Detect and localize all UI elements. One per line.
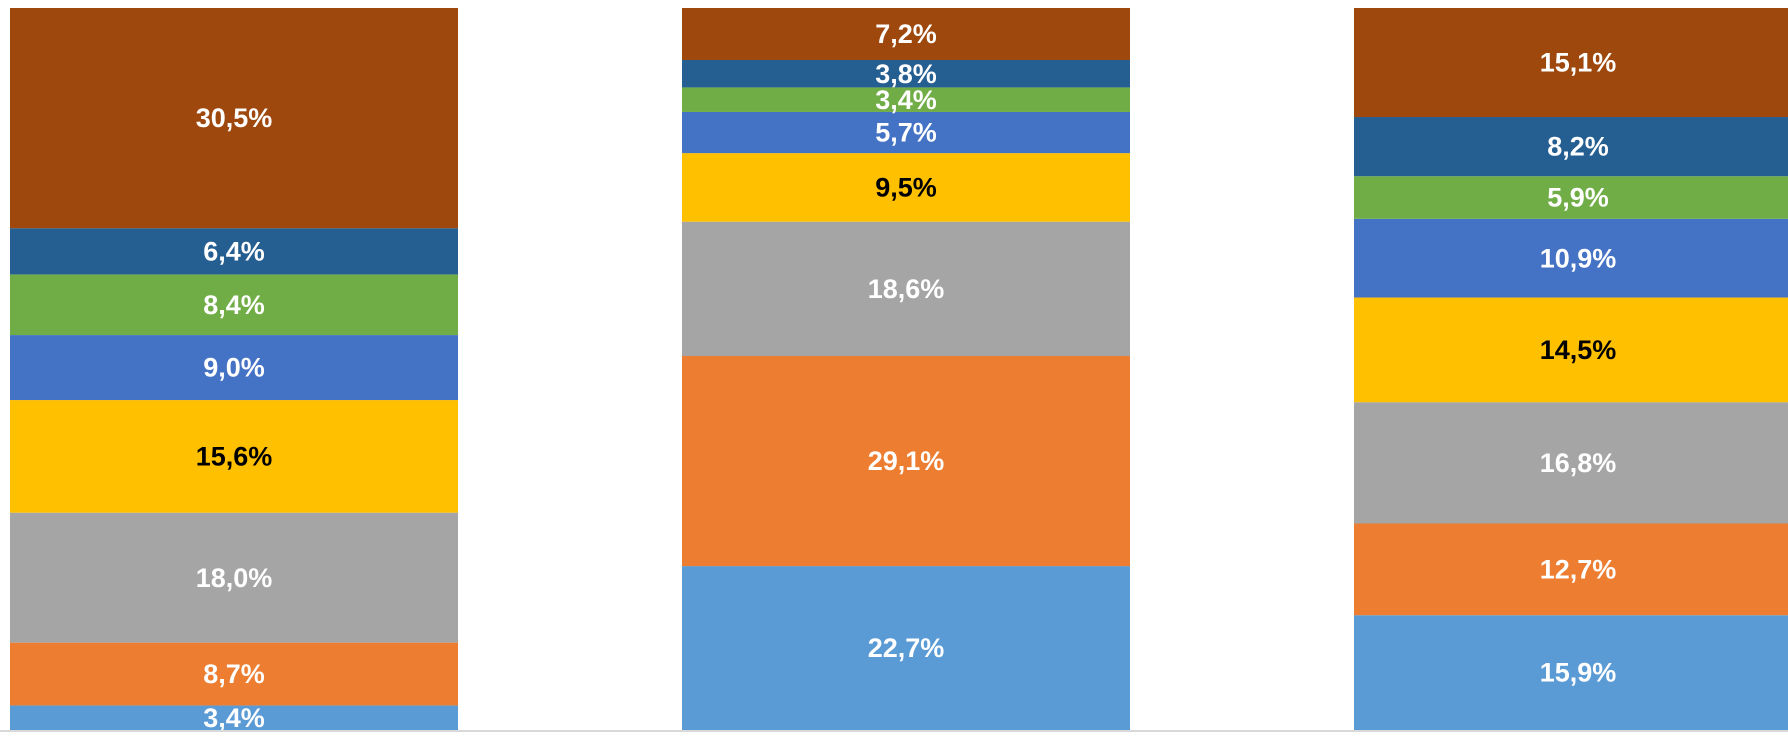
bar-segment (10, 400, 458, 513)
data-label: 3,4% (203, 703, 265, 733)
bar-segment (1354, 402, 1788, 524)
data-label: 14,5% (1540, 335, 1617, 365)
bar-segment (682, 111, 1130, 154)
bar-segment (10, 705, 458, 730)
data-label: 9,0% (203, 353, 265, 383)
data-label: 10,9% (1540, 243, 1617, 273)
data-label: 8,7% (203, 659, 265, 689)
data-label: 8,4% (203, 290, 265, 320)
bar-segment (682, 566, 1130, 730)
data-label: 29,1% (868, 446, 945, 476)
bar-segment (10, 228, 458, 275)
data-label: 7,2% (875, 19, 937, 49)
bar-segment (1354, 117, 1788, 177)
bar-segment (682, 153, 1130, 222)
bar-segment (682, 8, 1130, 60)
data-label: 15,9% (1540, 658, 1617, 688)
bar-segment (682, 221, 1130, 357)
data-label: 30,5% (196, 103, 273, 133)
bar-segment (1354, 615, 1788, 730)
bar-segment (682, 87, 1130, 112)
data-label: 5,7% (875, 118, 937, 148)
data-label: 9,5% (875, 173, 937, 203)
bar-segment (10, 642, 458, 706)
data-label: 5,9% (1547, 183, 1609, 213)
data-label: 16,8% (1540, 448, 1617, 478)
bar-segment (10, 335, 458, 401)
data-label: 8,2% (1547, 132, 1609, 162)
data-label: 3,8% (875, 59, 937, 89)
data-label: 3,4% (875, 85, 937, 115)
data-label: 18,6% (868, 274, 945, 304)
data-label: 15,6% (196, 441, 273, 471)
bar-segment (10, 274, 458, 336)
data-label: 18,0% (196, 563, 273, 593)
data-label: 15,1% (1540, 48, 1617, 78)
bar-segment (1354, 8, 1788, 118)
data-label: 12,7% (1540, 554, 1617, 584)
bar-segment (1354, 523, 1788, 616)
bar-segment (10, 512, 458, 643)
bar-segment (1354, 176, 1788, 219)
data-label: 22,7% (868, 633, 945, 663)
bar-segment (682, 356, 1130, 567)
bar-segment (1354, 218, 1788, 298)
data-label: 6,4% (203, 236, 265, 266)
bar-segment (1354, 297, 1788, 403)
bar-segment (682, 59, 1130, 88)
bar-segment (10, 8, 458, 229)
